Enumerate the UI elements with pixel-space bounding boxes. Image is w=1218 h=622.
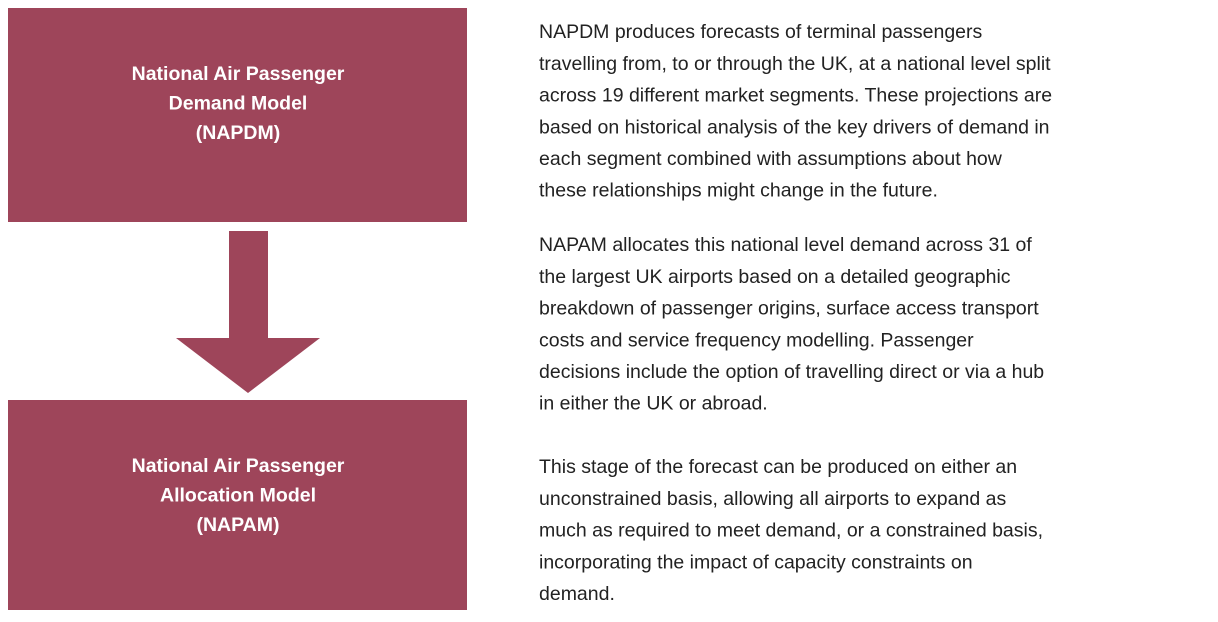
paragraph-line: This stage of the forecast can be produc…: [539, 456, 1017, 478]
node-label: National Air Passenger: [132, 63, 345, 85]
node-label: National Air Passenger: [132, 455, 345, 477]
arrow-shaft: [229, 231, 268, 339]
paragraph-line: based on historical analysis of the key …: [539, 116, 1050, 138]
paragraph-line: unconstrained basis, allowing all airpor…: [539, 488, 1006, 510]
paragraph-line: decisions include the option of travelli…: [539, 361, 1044, 383]
paragraph-line: across 19 different market segments. The…: [539, 85, 1052, 107]
paragraph-line: much as required to meet demand, or a co…: [539, 520, 1043, 542]
node-label: (NAPAM): [196, 514, 279, 536]
paragraph-line: demand.: [539, 583, 615, 605]
paragraph-line: these relationships might change in the …: [539, 180, 938, 202]
node-box: [8, 400, 467, 610]
paragraph-line: costs and service frequency modelling. P…: [539, 329, 974, 351]
paragraph-line: breakdown of passenger origins, surface …: [539, 298, 1039, 320]
node-label: Demand Model: [169, 93, 308, 115]
arrow-head: [176, 338, 320, 393]
paragraph-line: NAPDM produces forecasts of terminal pas…: [539, 21, 983, 43]
node-box: [8, 8, 467, 222]
paragraph-line: travelling from, to or through the UK, a…: [539, 53, 1051, 75]
paragraph-line: NAPAM allocates this national level dema…: [539, 234, 1032, 256]
paragraph-line: in either the UK or abroad.: [539, 393, 768, 415]
node-label: Allocation Model: [160, 485, 316, 507]
node-label: (NAPDM): [196, 122, 280, 144]
paragraph-line: each segment combined with assumptions a…: [539, 148, 1003, 170]
paragraph-line: the largest UK airports based on a detai…: [539, 266, 1011, 288]
paragraph-line: incorporating the impact of capacity con…: [539, 551, 973, 573]
